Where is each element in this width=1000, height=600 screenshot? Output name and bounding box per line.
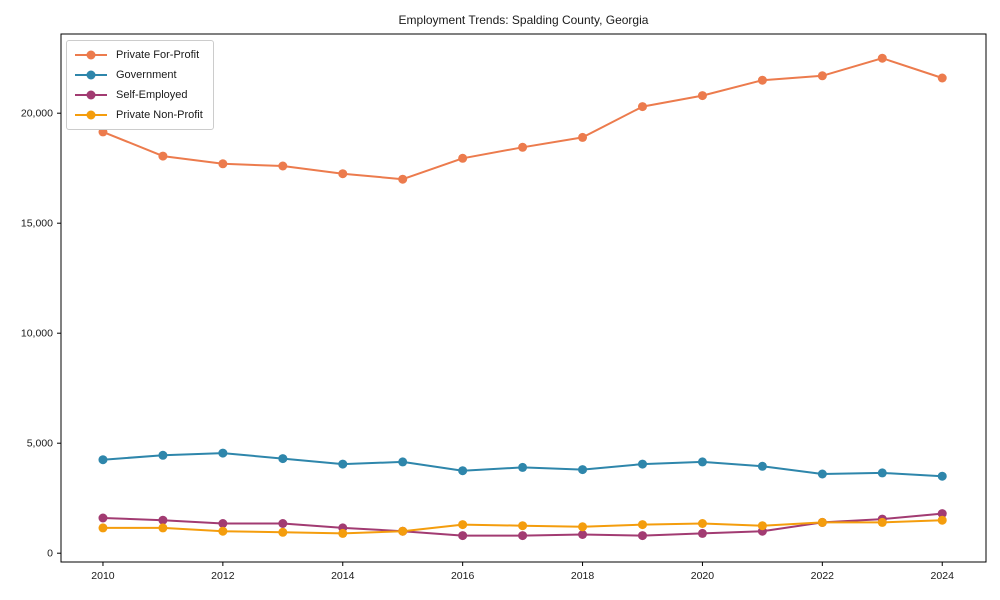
data-point-private-non-profit-2023	[877, 517, 887, 527]
plot-border	[60, 33, 987, 563]
x-tick-label: 2018	[571, 570, 595, 582]
x-tick-label: 2016	[451, 570, 475, 582]
data-point-private-non-profit-2011	[158, 523, 168, 533]
data-point-private-non-profit-2013	[278, 527, 288, 537]
data-point-private-for-profit-2021	[757, 75, 767, 85]
data-point-private-for-profit-2023	[877, 53, 887, 63]
data-point-government-2023	[877, 468, 887, 478]
legend-item-private-for-profit: Private For-Profit	[74, 47, 203, 63]
y-tick-label: 15,000	[21, 218, 53, 230]
y-tick-label: 0	[47, 548, 53, 560]
data-point-self-employed-2018	[578, 530, 588, 539]
data-point-private-for-profit-2018	[578, 132, 588, 142]
data-point-government-2013	[278, 454, 288, 464]
data-point-government-2019	[637, 459, 647, 469]
data-point-self-employed-2017	[518, 531, 528, 541]
x-tick-label: 2020	[691, 570, 715, 582]
data-point-self-employed-2019	[637, 531, 647, 541]
data-point-self-employed-2016	[458, 531, 468, 541]
data-point-self-employed-2010	[98, 513, 108, 523]
data-point-private-for-profit-2020	[697, 91, 707, 101]
data-point-private-non-profit-2015	[398, 526, 408, 536]
y-tick-label: 5,000	[27, 438, 53, 450]
data-point-private-non-profit-2018	[578, 522, 588, 532]
data-point-self-employed-2024	[937, 509, 947, 519]
data-point-government-2017	[518, 462, 528, 472]
data-point-government-2016	[458, 466, 468, 476]
data-point-self-employed-2011	[158, 515, 168, 525]
data-point-private-non-profit-2016	[458, 520, 468, 530]
data-point-government-2012	[218, 448, 228, 458]
data-point-private-for-profit-2013	[278, 161, 288, 171]
legend-item-private-non-profit: Private Non-Profit	[74, 107, 203, 123]
data-point-government-2020	[697, 457, 707, 467]
legend-label: Private Non-Profit	[116, 109, 203, 121]
legend: Private For-Profit Government Self-Employe…	[66, 40, 214, 130]
data-point-private-for-profit-2016	[458, 153, 468, 163]
legend-marker-private-non-profit-icon	[75, 110, 107, 120]
data-point-private-non-profit-2024	[937, 515, 947, 525]
data-point-government-2021	[757, 461, 767, 471]
legend-label: Government	[116, 69, 177, 81]
data-point-government-2022	[817, 469, 827, 479]
data-point-private-non-profit-2021	[757, 521, 767, 531]
data-point-government-2010	[98, 455, 108, 465]
data-point-self-employed-2020	[697, 528, 707, 538]
data-point-private-non-profit-2022	[817, 517, 827, 527]
y-tick-label: 20,000	[21, 108, 53, 120]
legend-label: Self-Employed	[116, 89, 188, 101]
data-point-private-non-profit-2020	[697, 519, 707, 528]
chart-title: Employment Trends: Spalding County, Geor…	[398, 13, 649, 27]
data-point-government-2011	[158, 450, 168, 460]
legend-marker-government-icon	[75, 70, 107, 80]
legend-marker-private-for-profit-icon	[75, 50, 107, 60]
data-point-private-non-profit-2014	[338, 528, 348, 538]
y-tick-label: 10,000	[21, 328, 53, 340]
data-point-private-for-profit-2022	[817, 71, 827, 81]
data-point-private-for-profit-2014	[338, 169, 348, 179]
legend-label: Private For-Profit	[116, 49, 200, 61]
data-point-government-2018	[578, 465, 588, 475]
data-point-government-2014	[338, 459, 348, 469]
data-point-self-employed-2012	[218, 519, 228, 528]
data-point-private-non-profit-2019	[637, 520, 647, 530]
data-point-private-for-profit-2024	[937, 73, 947, 83]
x-tick-label: 2024	[931, 570, 955, 582]
data-point-private-for-profit-2015	[398, 174, 408, 184]
x-tick-label: 2014	[331, 570, 355, 582]
data-point-government-2015	[398, 457, 408, 467]
legend-item-self-employed: Self-Employed	[74, 87, 203, 103]
x-tick-label: 2012	[211, 570, 235, 582]
series-line-private-for-profit	[102, 57, 943, 181]
data-point-government-2024	[937, 471, 947, 481]
data-point-self-employed-2013	[278, 519, 288, 528]
data-point-private-for-profit-2011	[158, 151, 168, 161]
x-tick-label: 2010	[91, 570, 115, 582]
data-point-private-non-profit-2017	[518, 521, 528, 531]
x-tick-label: 2022	[811, 570, 835, 582]
legend-marker-self-employed-icon	[75, 90, 107, 100]
data-point-private-for-profit-2017	[518, 142, 528, 152]
data-point-private-non-profit-2012	[218, 526, 228, 536]
legend-item-government: Government	[74, 67, 203, 83]
data-point-private-for-profit-2012	[218, 159, 228, 169]
data-point-private-non-profit-2010	[98, 523, 108, 533]
data-point-private-for-profit-2019	[637, 102, 647, 112]
